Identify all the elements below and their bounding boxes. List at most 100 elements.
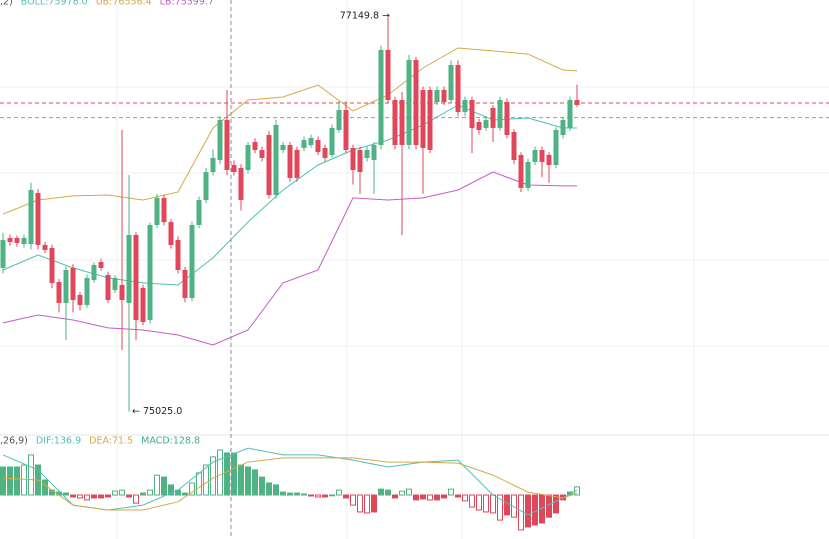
macd-bar — [105, 494, 111, 498]
macd-bar — [532, 494, 538, 526]
macd-bar — [28, 454, 34, 496]
macd-bar — [315, 494, 321, 498]
candle-body — [161, 197, 167, 223]
candle-body — [126, 234, 132, 303]
candle-body — [322, 147, 328, 158]
candle-body — [371, 144, 377, 160]
macd-bar — [483, 494, 489, 513]
candle-body — [301, 139, 307, 148]
macd-bar — [427, 494, 433, 501]
macd-bar — [455, 494, 461, 498]
candle-body — [364, 149, 370, 158]
macd-bar — [399, 490, 405, 496]
candle-body — [98, 262, 104, 268]
candle-body — [490, 107, 496, 128]
candle-body — [315, 139, 321, 153]
annotation: 77149.8 → — [340, 10, 390, 21]
macd-bar — [364, 494, 370, 514]
candle-body — [427, 89, 433, 150]
candle-body — [532, 149, 538, 163]
macd-bar — [63, 492, 69, 496]
candle-body — [434, 89, 440, 103]
candle-body — [245, 144, 251, 170]
candle-body — [329, 127, 335, 155]
candle-body — [399, 99, 405, 145]
annotation: ← 75025.0 — [132, 406, 182, 417]
macd-bar — [413, 494, 419, 501]
candle-body — [378, 49, 384, 145]
candle-body — [49, 247, 55, 283]
macd-bar — [42, 479, 48, 496]
candle-body — [147, 224, 153, 320]
macd-bar — [434, 494, 440, 501]
macd-bar — [203, 464, 209, 496]
candle-body — [539, 149, 545, 163]
candle-body — [259, 149, 265, 158]
macd-bar — [231, 452, 237, 496]
candle-body — [525, 162, 531, 188]
macd-bar — [385, 489, 391, 496]
candle-body — [168, 222, 174, 245]
macd-bar — [357, 494, 363, 513]
candle-body — [217, 119, 223, 160]
candle-body — [455, 64, 461, 113]
macd-bar — [70, 494, 76, 498]
candle-body — [336, 109, 342, 130]
macd-bar — [462, 494, 468, 502]
macd-bar — [14, 466, 20, 496]
macd-bar — [525, 494, 531, 528]
macd-line — [2, 457, 578, 511]
candle-body — [14, 237, 20, 243]
candle-body — [462, 99, 468, 113]
candle-body — [21, 237, 27, 245]
macd-bar — [119, 489, 125, 496]
candle-body — [560, 119, 566, 135]
legend-entry: ,2) — [0, 0, 13, 8]
candle-body — [483, 119, 489, 128]
candle-body — [553, 129, 559, 165]
candle-body — [105, 274, 111, 300]
macd-bar — [336, 489, 342, 496]
candle-body — [175, 239, 181, 270]
macd-bar — [140, 492, 146, 496]
band-line — [2, 171, 577, 346]
candle-body — [294, 149, 300, 178]
macd-bar — [217, 449, 223, 496]
macd-bar — [210, 456, 216, 496]
candle-body — [35, 192, 41, 245]
legend-entry: BOLL:75978.0 — [21, 0, 88, 8]
candle-body — [511, 132, 517, 160]
legend-entry: ,26,9) — [0, 436, 28, 447]
macd-bar — [301, 493, 307, 496]
legend-entry: LB:75399.7 — [160, 0, 214, 8]
candle-body — [420, 89, 426, 148]
candle-body — [7, 237, 13, 243]
macd-bar — [343, 494, 349, 499]
candle-body — [567, 99, 573, 128]
candle-body — [273, 124, 279, 195]
candle-body — [287, 144, 293, 178]
macd-bar — [448, 488, 454, 496]
macd-bar — [329, 494, 335, 497]
macd-bar — [266, 482, 272, 496]
macd-bar — [161, 476, 167, 496]
candle-body — [518, 154, 524, 188]
candle-body — [119, 284, 125, 300]
macd-bar — [322, 494, 328, 498]
candle-body — [70, 267, 76, 300]
macd-bar — [406, 488, 412, 496]
candle-body — [476, 122, 482, 130]
band-line — [2, 47, 578, 215]
macd-bar — [371, 494, 377, 513]
candle-body — [504, 102, 510, 135]
candle-body — [385, 49, 391, 100]
candle-body — [252, 142, 258, 150]
macd-bar — [168, 484, 174, 496]
macd-bar — [469, 494, 475, 508]
macd-bar — [133, 494, 139, 504]
candle-body — [392, 99, 398, 145]
candle-body — [28, 189, 34, 245]
candle-body — [231, 164, 237, 173]
candle-body — [196, 199, 202, 225]
macd-bar — [182, 492, 188, 496]
